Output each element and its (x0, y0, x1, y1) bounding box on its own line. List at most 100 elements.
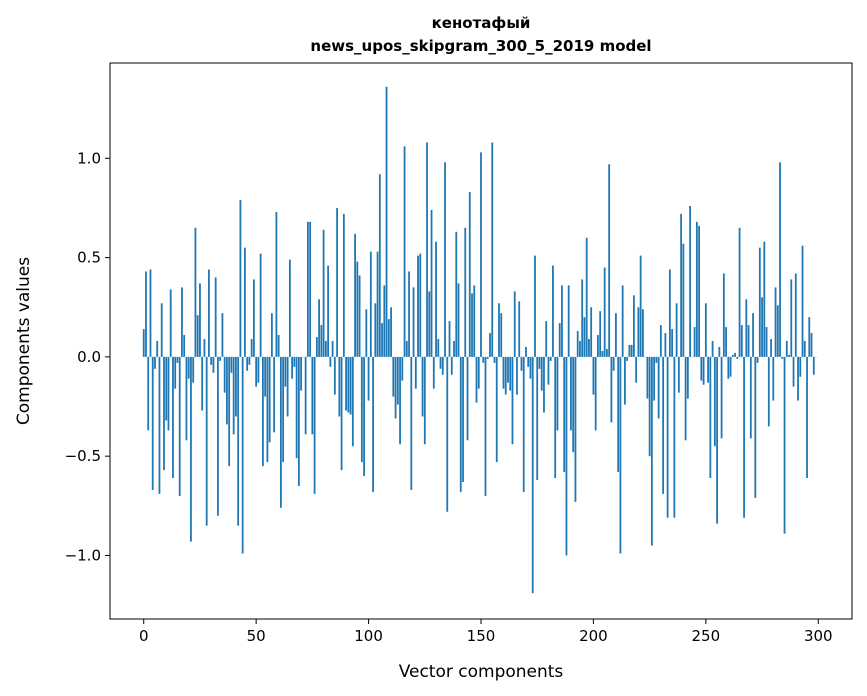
bar-129 (432, 356, 435, 389)
bar-79 (320, 325, 323, 357)
bar-186 (561, 285, 563, 357)
bar-31 (212, 356, 215, 373)
bar-113 (396, 356, 399, 405)
bar-222 (641, 309, 644, 357)
bar-78 (318, 299, 321, 357)
bar-227 (653, 356, 656, 401)
bar-68 (295, 356, 298, 459)
bar-192 (574, 356, 577, 502)
bar-283 (779, 162, 781, 357)
bar-42 (237, 356, 240, 526)
bar-183 (554, 356, 557, 479)
bar-33 (217, 356, 219, 516)
bar-258 (722, 273, 725, 357)
y-tick-label: −0.5 (65, 447, 101, 465)
bar-82 (327, 265, 330, 357)
bar-271 (752, 313, 754, 357)
bar-119 (410, 356, 413, 490)
bar-285 (783, 356, 786, 534)
bar-69 (297, 356, 300, 486)
bar-255 (716, 356, 718, 524)
bar-161 (504, 356, 507, 395)
bar-44 (241, 356, 244, 554)
bar-10 (165, 356, 168, 421)
bar-60 (277, 335, 280, 357)
bar-85 (333, 356, 336, 395)
bar-166 (516, 356, 518, 395)
bar-171 (527, 356, 530, 367)
bar-237 (675, 303, 678, 357)
bar-202 (597, 335, 599, 357)
bars-group (142, 86, 817, 594)
bar-20 (187, 356, 190, 379)
bar-19 (185, 356, 188, 441)
bar-256 (718, 346, 721, 357)
x-axis-label: Vector components (399, 662, 564, 682)
bar-34 (219, 356, 222, 361)
bar-269 (747, 325, 750, 357)
bar-252 (709, 356, 712, 479)
bar-235 (671, 329, 674, 357)
bar-187 (563, 356, 566, 473)
bar-193 (576, 331, 579, 357)
bar-239 (680, 213, 683, 357)
bar-272 (754, 356, 757, 498)
bar-97 (360, 356, 363, 463)
bar-26 (201, 356, 204, 411)
bar-101 (369, 251, 372, 357)
bar-156 (493, 356, 496, 363)
bar-279 (770, 339, 772, 357)
bar-36 (223, 356, 226, 393)
bar-54 (264, 356, 267, 397)
bar-64 (286, 356, 289, 417)
chart-title-line1: кенотафый (432, 14, 531, 32)
bar-146 (471, 293, 473, 357)
bar-267 (743, 356, 745, 518)
bar-90 (345, 356, 347, 411)
bar-43 (239, 200, 242, 357)
bar-38 (228, 356, 231, 467)
bar-80 (322, 229, 325, 357)
bar-185 (558, 323, 561, 357)
bar-103 (374, 303, 377, 357)
bar-268 (745, 299, 748, 357)
bar-221 (639, 255, 642, 357)
bar-168 (520, 356, 523, 371)
bar-210 (615, 313, 617, 357)
bar-149 (477, 356, 480, 389)
bar-139 (455, 231, 458, 357)
bar-1 (145, 271, 147, 357)
bar-117 (405, 341, 408, 357)
bar-278 (767, 356, 770, 427)
bar-169 (522, 356, 525, 492)
bar-61 (279, 356, 282, 508)
x-tick-label: 0 (139, 627, 149, 645)
bar-100 (367, 356, 370, 401)
bar-73 (306, 221, 309, 357)
bar-173 (531, 356, 534, 594)
bar-93 (351, 356, 354, 447)
bar-109 (387, 319, 390, 357)
bar-290 (794, 273, 797, 357)
bar-11 (167, 356, 170, 431)
bar-126 (426, 142, 428, 357)
bar-136 (448, 321, 451, 357)
bar-262 (731, 354, 734, 357)
bar-182 (552, 265, 554, 357)
bar-163 (509, 356, 512, 391)
bar-231 (662, 356, 665, 494)
bar-178 (543, 356, 545, 413)
bar-88 (340, 356, 343, 471)
bar-297 (810, 333, 813, 357)
x-tick-label: 150 (467, 627, 496, 645)
bar-39 (230, 356, 233, 373)
bar-276 (763, 241, 766, 357)
bar-123 (419, 253, 422, 357)
bar-160 (502, 356, 505, 389)
bar-21 (190, 356, 192, 542)
bar-224 (646, 356, 649, 399)
bar-165 (513, 291, 516, 357)
bar-66 (291, 356, 294, 379)
bar-70 (300, 356, 303, 391)
